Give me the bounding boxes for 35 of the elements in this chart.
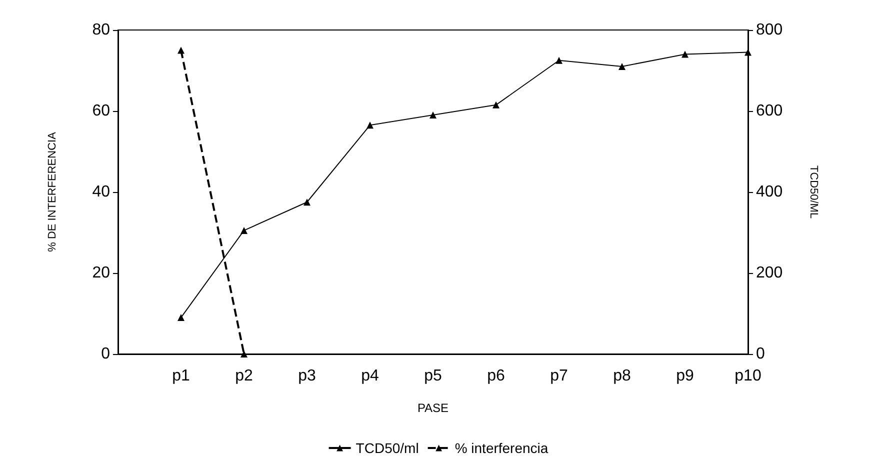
x-axis-title: PASE bbox=[417, 401, 449, 415]
y2-tick-label: 600 bbox=[756, 102, 783, 120]
point bbox=[556, 56, 562, 64]
x-tick-label: p3 bbox=[298, 368, 316, 384]
point bbox=[178, 314, 184, 322]
y2-tick-label: 200 bbox=[756, 264, 783, 282]
x-tick-label: p6 bbox=[487, 368, 505, 384]
x-tick-label: p8 bbox=[613, 368, 631, 384]
y-tick-label: 80 bbox=[92, 22, 110, 38]
point bbox=[430, 112, 436, 119]
y-tick-label: 0 bbox=[101, 346, 110, 362]
x-tick-label: p7 bbox=[550, 368, 568, 384]
point bbox=[304, 198, 310, 206]
y-axis-title: % DE INTERFERENCIA bbox=[46, 131, 58, 252]
y-tick-label: 20 bbox=[92, 264, 110, 282]
x-tick-label: p1 bbox=[172, 368, 190, 384]
x-tick-label: p4 bbox=[361, 368, 379, 384]
x-tick-label: p9 bbox=[676, 368, 694, 384]
y-tick-label: 40 bbox=[92, 184, 110, 200]
point bbox=[366, 122, 374, 129]
y2-tick-label: 400 bbox=[756, 184, 783, 200]
point bbox=[744, 48, 752, 56]
x-tick-label: p10 bbox=[734, 368, 762, 384]
point bbox=[682, 50, 688, 58]
y-tick-label: 60 bbox=[92, 102, 110, 120]
y2-tick-label: 800 bbox=[756, 22, 783, 38]
point bbox=[618, 62, 626, 70]
x-tick-label: p5 bbox=[424, 368, 442, 384]
y2-tick-label: 0 bbox=[756, 346, 765, 362]
y2-axis-title: TCD50/ML bbox=[808, 165, 820, 219]
point bbox=[240, 226, 248, 234]
x-tick-label: p2 bbox=[235, 368, 253, 384]
point bbox=[492, 101, 500, 108]
legend-label: TCD50/ml bbox=[356, 440, 419, 456]
legend-label: % interferencia bbox=[454, 440, 548, 456]
